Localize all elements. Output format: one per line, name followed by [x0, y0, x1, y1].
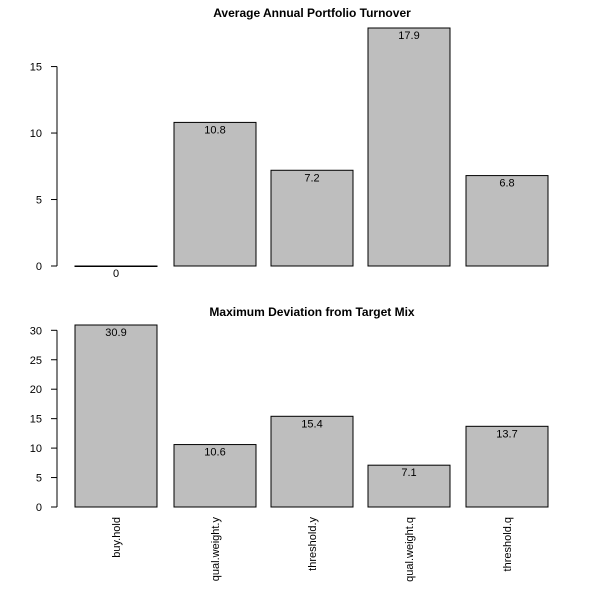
deviation-y-tick-label: 10	[30, 443, 42, 455]
deviation-data-label: 30.9	[105, 327, 126, 339]
turnover-y-tick-label: 0	[36, 261, 42, 273]
deviation-data-label: 13.7	[496, 428, 517, 440]
deviation-category-label: threshold.y	[307, 517, 319, 571]
deviation-y-tick-label: 0	[36, 502, 42, 514]
deviation-bar	[465, 425, 549, 508]
deviation-y-tick-label: 30	[30, 325, 42, 337]
deviation-y-tick-label: 25	[30, 355, 42, 367]
deviation-y-tick-label: 20	[30, 384, 42, 396]
turnover-y-tick-label: 10	[30, 128, 42, 140]
turnover-y-tick-label: 5	[36, 195, 42, 207]
deviation-bar	[367, 464, 451, 508]
turnover-bar	[74, 265, 158, 267]
turnover-data-label: 17.9	[398, 30, 419, 42]
deviation-category-label: qual.weight.y	[210, 517, 222, 582]
turnover-chart: Average Annual Portfolio Turnover 0 5 10 15…	[30, 6, 549, 280]
turnover-data-label: 6.8	[499, 178, 514, 190]
turnover-bar	[367, 27, 451, 267]
deviation-category-label: qual.weight.q	[404, 517, 416, 582]
deviation-chart: Maximum Deviation from Target Mix 0 5 10 15…	[30, 305, 549, 582]
turnover-data-label: 10.8	[204, 124, 225, 136]
deviation-data-label: 15.4	[301, 418, 322, 430]
deviation-data-label: 10.6	[204, 447, 225, 459]
deviation-bar	[74, 324, 158, 508]
turnover-bar	[173, 121, 257, 267]
deviation-y-tick-label: 5	[36, 473, 42, 485]
turnover-y-tick-label: 15	[30, 62, 42, 74]
deviation-chart-title: Maximum Deviation from Target Mix	[209, 305, 414, 319]
deviation-bar	[270, 415, 354, 508]
turnover-data-label: 0	[113, 268, 119, 280]
deviation-y-tick-label: 15	[30, 414, 42, 426]
deviation-data-label: 7.1	[401, 467, 416, 479]
turnover-bar	[465, 175, 549, 267]
turnover-data-label: 7.2	[304, 172, 319, 184]
deviation-category-label: buy.hold	[111, 517, 123, 558]
turnover-chart-title: Average Annual Portfolio Turnover	[213, 6, 411, 20]
deviation-category-label: threshold.q	[502, 517, 514, 571]
turnover-bar	[270, 169, 354, 267]
deviation-bar	[173, 444, 257, 508]
